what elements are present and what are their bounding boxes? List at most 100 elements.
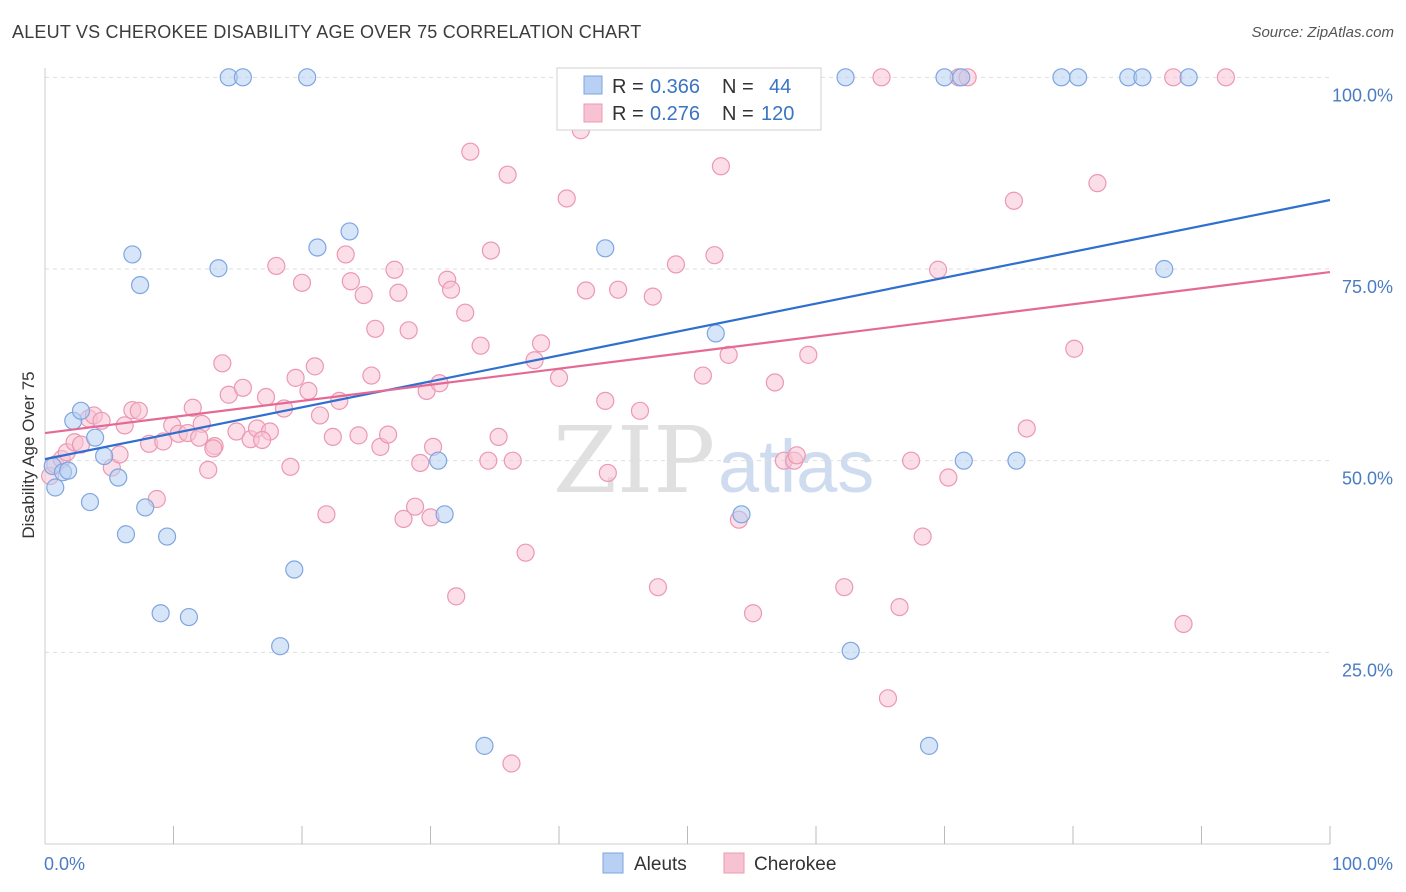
- cherokee-point-67: [489, 427, 508, 446]
- gridlines: [45, 76, 1330, 653]
- cherokee-point-79: [609, 280, 628, 299]
- cherokee-point-119: [190, 428, 209, 447]
- cherokee-point-44: [341, 272, 360, 291]
- cherokee-point-64: [461, 142, 480, 161]
- cherokee-point-85: [693, 366, 713, 385]
- aleut-point-15: [157, 527, 177, 546]
- cherokee-n-label: N =: [722, 103, 754, 125]
- aleut-point-38: [1052, 68, 1071, 87]
- cherokee-point-98: [872, 68, 891, 87]
- aleut-point-19: [233, 68, 252, 87]
- y-tick-label-3: 100.0%: [1332, 85, 1393, 105]
- aleut-point-21: [285, 560, 304, 579]
- y-tick-label-2: 75.0%: [1342, 277, 1393, 297]
- aleut-point-37: [1007, 451, 1026, 470]
- cherokee-stats-swatch: [583, 103, 603, 123]
- cherokee-point-20: [183, 398, 202, 417]
- aleut-point-36: [954, 451, 973, 470]
- legend-cherokee-label: Cherokee: [754, 854, 836, 875]
- cherokee-point-87: [711, 157, 731, 176]
- cherokee-point-76: [576, 281, 596, 300]
- cherokee-point-108: [1017, 419, 1036, 438]
- cherokee-point-34: [281, 457, 300, 476]
- cherokee-point-11: [115, 416, 134, 435]
- aleut-point-12: [130, 276, 150, 295]
- cherokee-point-90: [743, 604, 763, 623]
- cherokee-point-103: [928, 260, 948, 279]
- cherokee-point-74: [557, 189, 576, 208]
- y-axis-title: Disability Age Over 75: [19, 371, 38, 538]
- cherokee-point-63: [456, 303, 475, 322]
- aleut-point-3: [59, 461, 78, 480]
- aleut-point-17: [209, 259, 228, 278]
- aleut-point-7: [86, 428, 105, 447]
- aleut-point-14: [151, 604, 170, 623]
- aleut-point-20: [271, 637, 290, 656]
- cherokee-point-111: [1164, 68, 1183, 87]
- cherokee-r-value: 0.276: [650, 103, 700, 125]
- aleut-point-9: [109, 468, 128, 487]
- cherokee-point-96: [799, 345, 818, 364]
- cherokee-point-41: [323, 427, 342, 446]
- cherokee-point-40: [317, 505, 336, 524]
- aleut-point-1: [46, 478, 65, 497]
- cherokee-point-65: [471, 336, 490, 355]
- cherokee-point-83: [666, 255, 686, 274]
- cherokee-point-66: [481, 241, 500, 260]
- legend: Aleuts Cherokee: [602, 852, 836, 875]
- cherokee-points: [41, 68, 1236, 773]
- aleut-point-23: [308, 238, 327, 257]
- legend-cherokee-swatch: [723, 852, 745, 874]
- cherokee-point-80: [630, 401, 650, 420]
- watermark-zip: ZIP: [553, 407, 715, 514]
- cherokee-point-45: [349, 426, 368, 445]
- aleut-n-value: 44: [769, 76, 791, 98]
- cherokee-n-value: 120: [761, 103, 794, 125]
- cherokee-point-73: [549, 368, 569, 387]
- cherokee-point-37: [299, 381, 318, 400]
- cherokee-point-101: [901, 451, 921, 470]
- aleut-point-41: [1133, 68, 1152, 87]
- cherokee-point-27: [233, 378, 252, 397]
- cherokee-point-43: [336, 245, 355, 264]
- cherokee-point-118: [253, 430, 272, 450]
- aleut-point-22: [298, 68, 317, 87]
- cherokee-point-95: [787, 446, 806, 465]
- aleut-point-5: [71, 401, 91, 420]
- cherokee-point-69: [503, 451, 522, 470]
- aleut-points: [43, 68, 1198, 755]
- cherokee-point-26: [227, 422, 246, 441]
- aleut-point-42: [1155, 259, 1174, 279]
- cherokee-point-78: [598, 463, 617, 483]
- cherokee-point-72: [531, 334, 551, 353]
- cherokee-point-51: [385, 260, 404, 279]
- cherokee-point-104: [939, 468, 958, 487]
- axes: 25.0% 50.0% 75.0% 100.0% 0.0% 100.0%: [44, 68, 1393, 874]
- cherokee-point-30: [256, 387, 276, 407]
- trend-lines: [44, 198, 1331, 461]
- cherokee-point-36: [292, 273, 312, 292]
- cherokee-point-39: [310, 406, 330, 425]
- cherokee-point-35: [286, 368, 305, 387]
- cherokee-point-54: [399, 321, 418, 340]
- y-tick-label-0: 25.0%: [1342, 660, 1393, 680]
- aleut-n-label: N =: [722, 76, 754, 98]
- cherokee-point-61: [441, 280, 461, 299]
- legend-aleut-label: Aleuts: [634, 854, 687, 875]
- source-label: Source: ZipAtlas.com: [1251, 24, 1394, 41]
- cherokee-point-53: [394, 509, 413, 529]
- aleut-point-25: [429, 451, 448, 470]
- aleut-point-43: [1179, 68, 1198, 87]
- cherokee-point-100: [890, 597, 909, 617]
- x-tick-label-1: 100.0%: [1332, 854, 1393, 874]
- cherokee-point-86: [705, 246, 724, 265]
- cherokee-point-32: [267, 256, 286, 276]
- aleut-point-34: [935, 68, 954, 87]
- cherokee-point-77: [596, 391, 615, 410]
- aleut-point-28: [596, 239, 615, 258]
- aleut-point-10: [116, 525, 136, 544]
- cherokee-point-70: [516, 543, 535, 562]
- cherokee-point-38: [305, 357, 324, 376]
- y-tick-label-1: 50.0%: [1342, 469, 1393, 489]
